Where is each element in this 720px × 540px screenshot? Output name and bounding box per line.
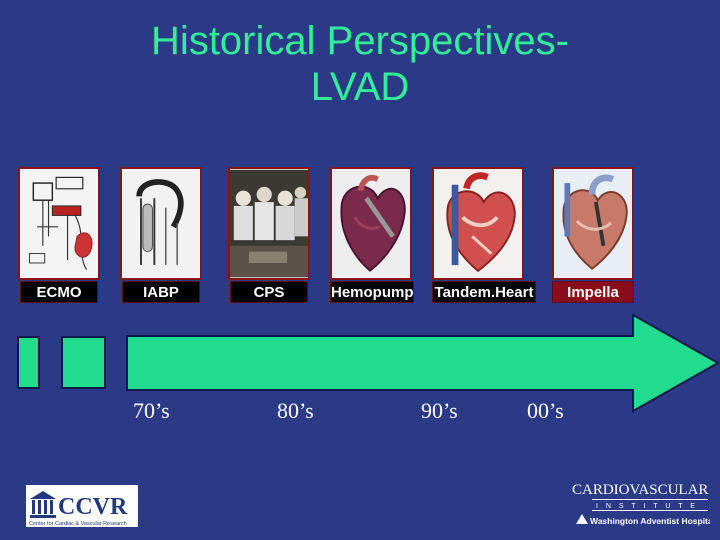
slide-title: Historical Perspectives- LVAD — [0, 18, 720, 110]
svg-text:CARDIOVASCULAR: CARDIOVASCULAR — [572, 482, 708, 498]
timeline-arrow — [126, 313, 720, 413]
title-line-1: Historical Perspectives- — [151, 19, 569, 63]
decade-label-70s: 70’s — [133, 398, 170, 423]
iabp-diagram-icon — [122, 169, 200, 278]
tandemheart-heart-icon — [434, 169, 522, 278]
hemopump-heart-icon — [332, 169, 410, 278]
cps-image — [228, 167, 310, 280]
iabp-image — [120, 167, 202, 280]
device-label-impella: Impella — [552, 281, 634, 303]
decade-label-90s: 90’s — [421, 398, 458, 423]
title-line-2: LVAD — [310, 65, 410, 109]
hemopump-image — [330, 167, 412, 280]
impella-heart-icon — [554, 169, 632, 278]
cardiovascular-institute-logo: CARDIOVASCULAR I N S T I T U T E Washing… — [572, 482, 710, 526]
timeline-segment-1 — [17, 336, 40, 389]
decade-label-80s: 80’s — [277, 398, 314, 423]
svg-text:CCVR: CCVR — [58, 494, 128, 520]
ecmo-diagram-icon — [20, 169, 98, 278]
ecmo-image — [18, 167, 100, 280]
device-label-tandemheart: Tandem.Heart — [432, 281, 536, 303]
impella-image — [552, 167, 634, 280]
device-label-cps: CPS — [230, 281, 308, 303]
decade-label-00s: 00’s — [527, 398, 564, 423]
device-label-hemopump: Hemopump — [330, 281, 414, 303]
svg-text:I N S T I T U T E: I N S T I T U T E — [596, 503, 698, 510]
svg-text:Center for Cardiac & Vascular: Center for Cardiac & Vascular Research — [29, 521, 127, 527]
tandemheart-image — [432, 167, 524, 280]
device-label-iabp: IABP — [122, 281, 200, 303]
ccvr-logo: CCVR Center for Cardiac & Vascular Resea… — [26, 485, 138, 527]
timeline-segment-2 — [61, 336, 106, 389]
device-label-ecmo: ECMO — [20, 281, 98, 303]
svg-text:Washington Adventist Hospital: Washington Adventist Hospital — [590, 516, 710, 526]
cps-photo-icon — [230, 169, 308, 278]
